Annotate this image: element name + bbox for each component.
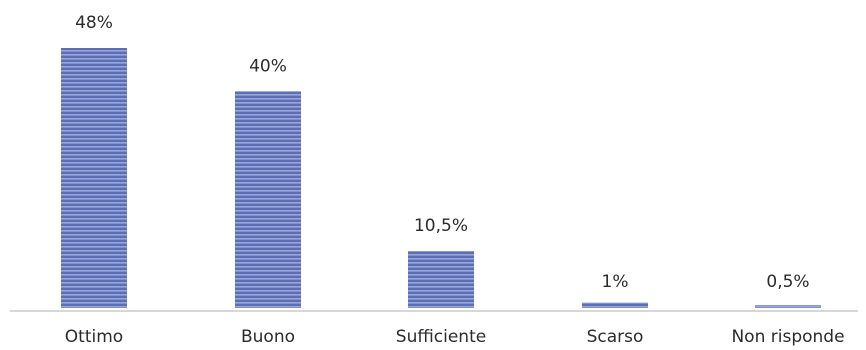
data-label: 1% [602,272,629,292]
category-label: Ottimo [65,327,123,347]
category-label: Scarso [587,327,644,347]
category-label: Buono [241,327,295,347]
bar-sufficiente [408,251,474,308]
bar-ottimo [61,48,127,308]
bar-buono [235,91,301,308]
category-label: Sufficiente [396,327,486,347]
data-labels-group: 48% 40% 10,5% 1% 0,5% [75,13,810,292]
bar-non-risponde [755,305,821,308]
data-label: 0,5% [766,272,809,292]
data-label: 48% [75,13,113,33]
bar-scarso [582,302,648,308]
data-label: 40% [249,56,287,76]
category-labels-group: Ottimo Buono Sufficiente Scarso Non risponde [65,327,845,347]
bars-group [61,48,821,308]
data-label: 10,5% [414,216,468,236]
category-label: Non risponde [731,327,844,347]
